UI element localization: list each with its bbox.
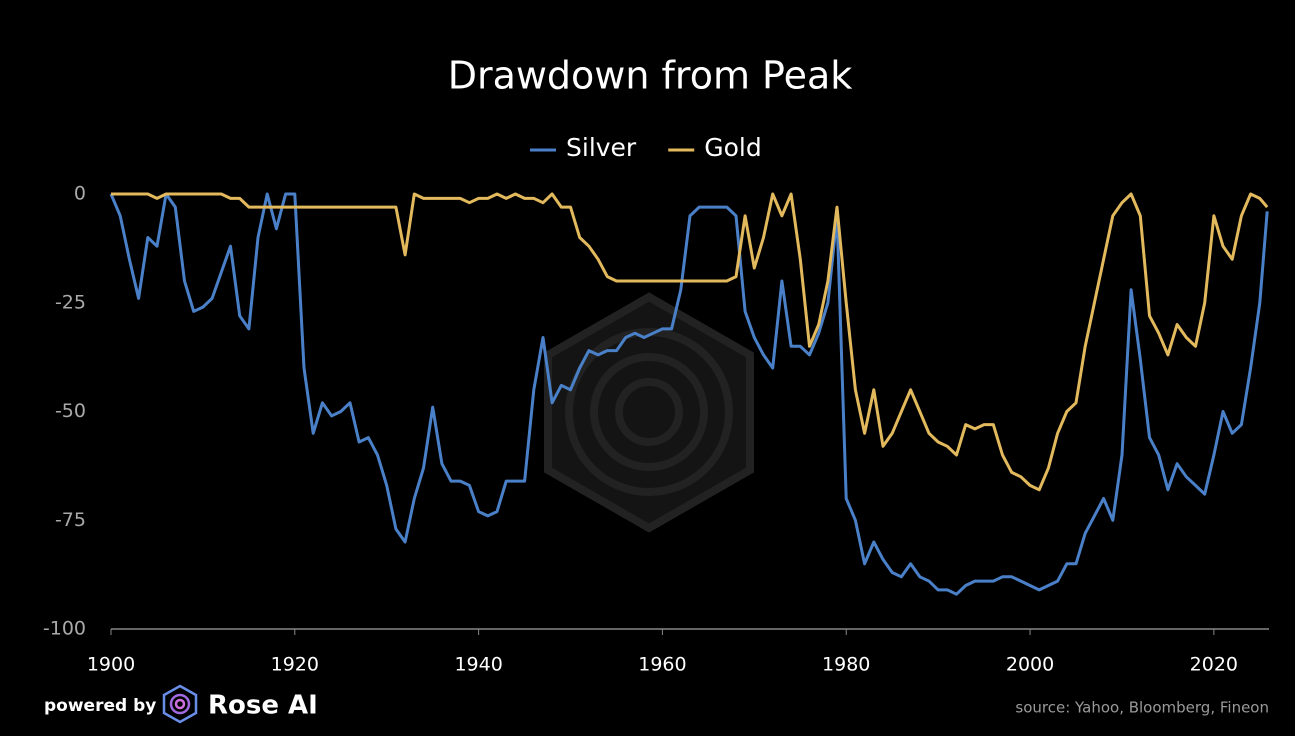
x-tick-label: 2020 [1190, 654, 1238, 676]
brand: Rose AI [208, 691, 318, 721]
legend-label: Silver [566, 133, 637, 162]
x-tick-label: 1900 [87, 654, 135, 676]
chart-title: Drawdown from Peak [448, 54, 853, 98]
x-tick-label: 1960 [638, 654, 686, 676]
logo [162, 684, 198, 724]
source: source: Yahoo, Bloomberg, Fineon [1015, 699, 1269, 717]
y-tick-label: -50 [55, 400, 86, 422]
powered-by: powered by [44, 696, 156, 716]
x-tick-label: 1980 [822, 654, 870, 676]
legend-label: Gold [704, 133, 761, 162]
x-tick-label: 1940 [454, 654, 502, 676]
plot [109, 192, 1269, 596]
y-tick-label: -25 [55, 291, 86, 313]
series-line [109, 192, 1269, 596]
y-tick-label: -100 [43, 618, 86, 640]
series-line [111, 192, 1269, 492]
x-tick-label: 2000 [1006, 654, 1054, 676]
legend: Silver Gold [530, 133, 762, 162]
x-tick-label: 1920 [271, 654, 319, 676]
y-tick-label: 0 [74, 183, 86, 205]
y-tick-label: -75 [55, 509, 86, 531]
